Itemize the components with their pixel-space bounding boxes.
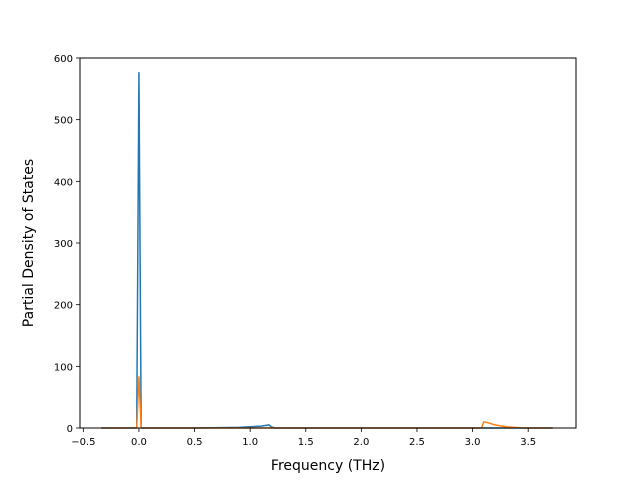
x-tick-label: 2.5 — [409, 437, 425, 448]
plot-area — [80, 58, 576, 428]
x-axis-ticks: −0.5 0.0 0.5 1.0 1.5 2.0 2.5 3.0 3.5 — [71, 428, 536, 448]
y-tick-label: 300 — [54, 239, 73, 250]
x-tick-label: 3.5 — [520, 437, 536, 448]
x-tick-label: 1.5 — [298, 437, 314, 448]
x-tick-label: 0.5 — [187, 437, 203, 448]
y-tick-label: 200 — [54, 301, 73, 312]
x-tick-label: −0.5 — [71, 437, 95, 448]
y-tick-label: 500 — [54, 116, 73, 127]
x-tick-label: 2.0 — [353, 437, 369, 448]
y-tick-label: 400 — [54, 177, 73, 188]
x-axis-label: Frequency (THz) — [271, 458, 385, 474]
y-tick-label: 100 — [54, 362, 73, 373]
y-axis-ticks: 0 100 200 300 400 500 600 — [54, 54, 80, 435]
x-tick-label: 0.0 — [131, 437, 147, 448]
y-axis-label: Partial Density of States — [21, 159, 37, 327]
y-tick-label: 0 — [67, 424, 73, 435]
x-tick-label: 3.0 — [465, 437, 481, 448]
y-tick-label: 600 — [54, 54, 73, 65]
x-tick-label: 1.0 — [242, 437, 258, 448]
